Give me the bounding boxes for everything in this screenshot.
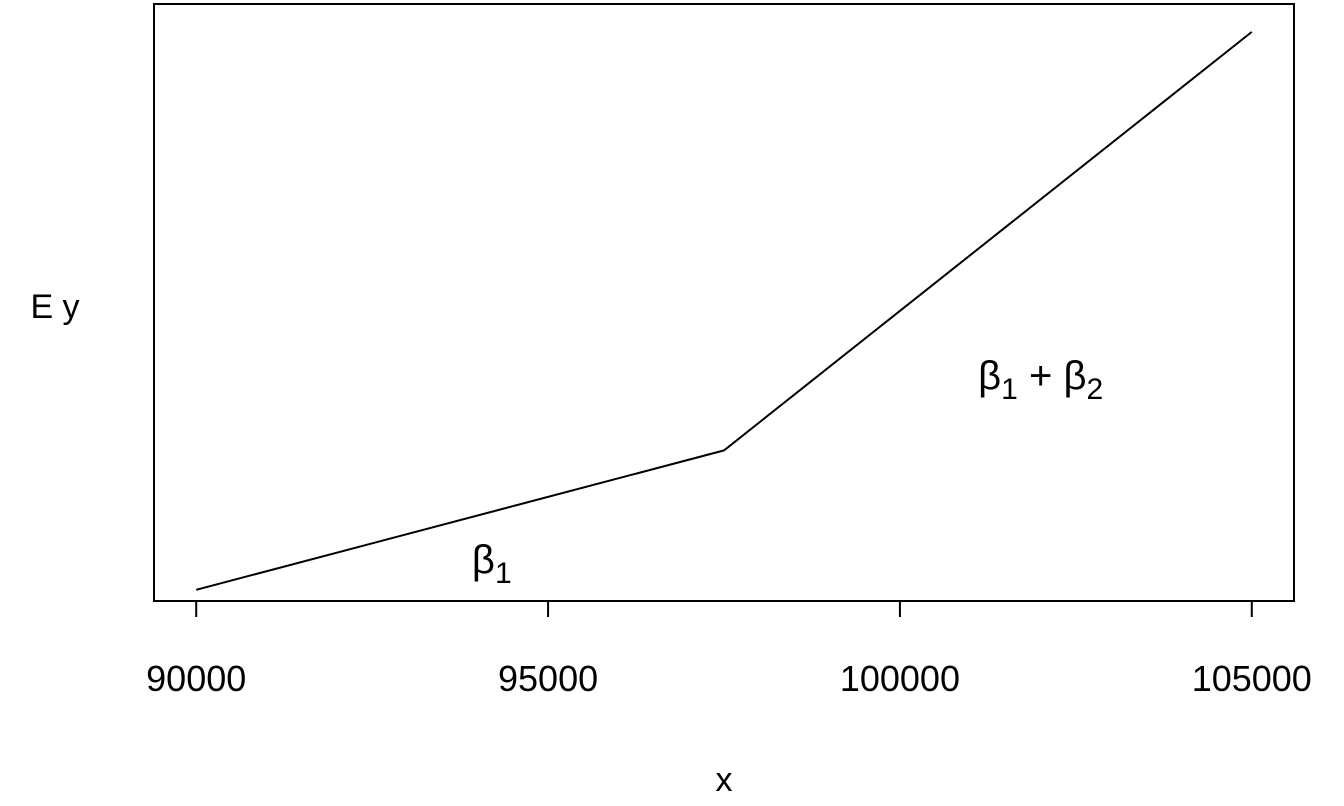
series-line xyxy=(195,31,1253,591)
x-axis: 90000 95000 100000 105000 xyxy=(146,600,1312,699)
x-tick-label: 100000 xyxy=(840,658,960,699)
annotation-subscript: 1 xyxy=(1001,373,1018,406)
x-tick-label: 105000 xyxy=(1192,658,1312,699)
x-axis-label: x xyxy=(716,761,733,799)
plot-frame xyxy=(153,3,1295,602)
annotation-subscript: 1 xyxy=(495,557,512,590)
slope-annotation: β1 xyxy=(472,538,512,590)
x-tick-label: 90000 xyxy=(146,658,246,699)
annotation-symbol: + xyxy=(1018,354,1064,398)
y-axis-label: E y xyxy=(30,288,79,326)
annotation-symbol: β xyxy=(472,538,495,582)
annotation-symbol: β xyxy=(978,354,1001,398)
x-tick-label: 95000 xyxy=(498,658,598,699)
slope-annotation: β1 + β2 xyxy=(978,354,1103,406)
annotation-subscript: 2 xyxy=(1086,373,1103,406)
series-layer xyxy=(195,31,1253,591)
annotation-symbol: β xyxy=(1063,354,1086,398)
